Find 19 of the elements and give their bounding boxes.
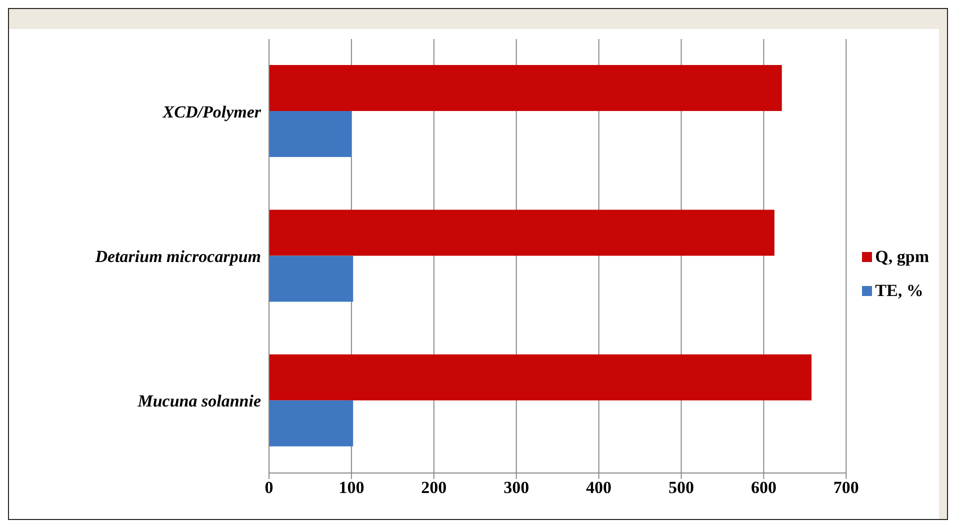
bar bbox=[269, 111, 352, 158]
bar bbox=[269, 65, 782, 112]
x-tick-label: 400 bbox=[586, 478, 612, 498]
x-tick-label: 500 bbox=[668, 478, 694, 498]
bar bbox=[269, 400, 354, 446]
x-tick-label: 200 bbox=[421, 478, 447, 498]
y-tick-label: Detarium microcarpum bbox=[94, 247, 261, 266]
x-tick-label: 0 bbox=[264, 478, 274, 498]
x-tick-label: 700 bbox=[833, 478, 859, 498]
bar bbox=[269, 256, 354, 302]
x-tick-label: 100 bbox=[338, 478, 364, 498]
x-tick-label: 600 bbox=[750, 478, 776, 498]
legend-label: Q, gpm bbox=[875, 247, 929, 267]
bar bbox=[269, 210, 774, 256]
y-tick-label: XCD/Polymer bbox=[162, 102, 262, 122]
x-tick-label: 300 bbox=[504, 478, 530, 498]
legend-label: TE, % bbox=[875, 281, 924, 301]
y-tick-label: Mucuna solannie bbox=[136, 392, 262, 411]
bar bbox=[269, 354, 812, 400]
